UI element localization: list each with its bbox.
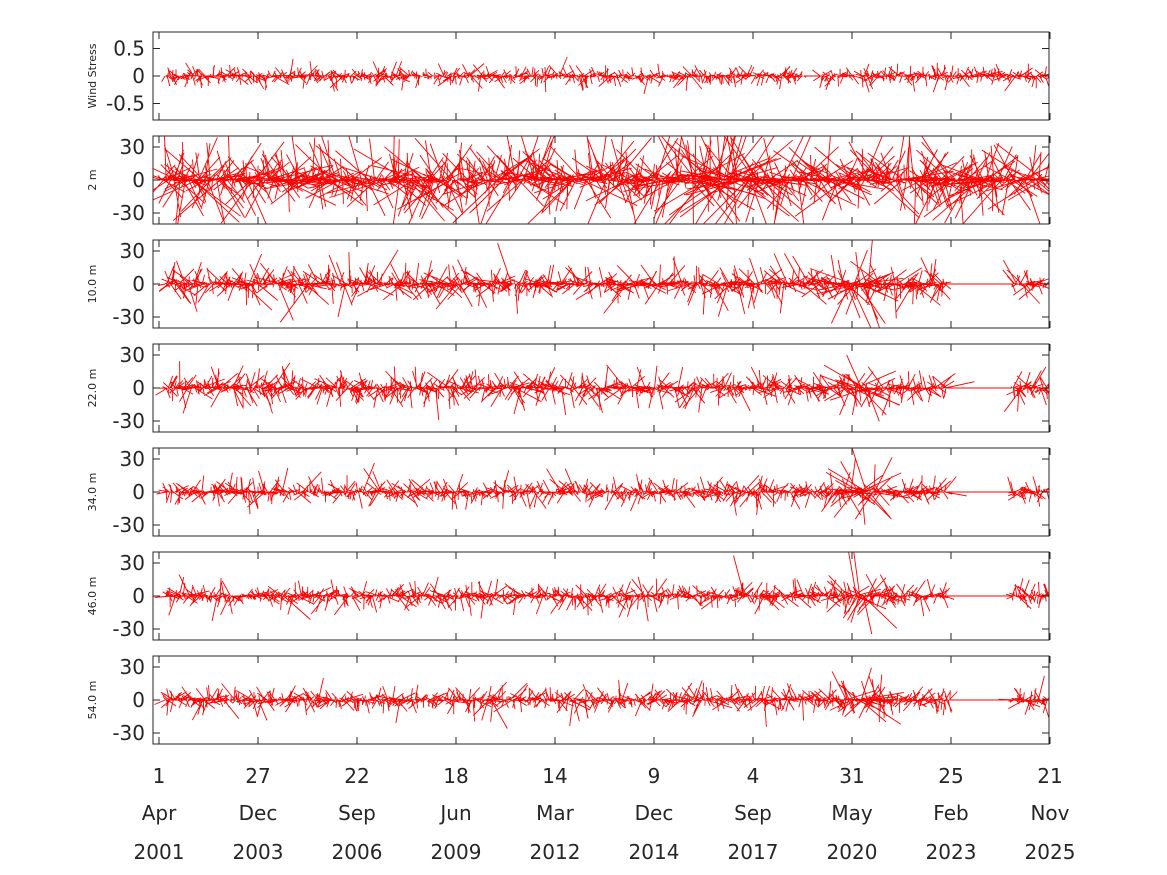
- y-tick-label: -30: [112, 721, 145, 745]
- y-tick-label: 0: [132, 584, 145, 608]
- x-tick-day-label: 4: [747, 764, 760, 788]
- stick-segment-2: [1002, 259, 1049, 304]
- stick-segment-1: [158, 240, 952, 328]
- x-tick-day-label: 1: [153, 764, 166, 788]
- x-tick-month-label: Apr: [142, 801, 177, 825]
- y-tick-label: -30: [112, 201, 145, 225]
- stick-segment-1: [156, 448, 967, 525]
- stick-segment-1: [161, 56, 807, 95]
- y-tick-label: -30: [112, 305, 145, 329]
- stick-segment-2: [1007, 476, 1049, 507]
- x-tick-day-label: 9: [648, 764, 661, 788]
- x-tick-day-label: 18: [443, 764, 468, 788]
- stick-segment-3: [853, 62, 1049, 93]
- x-tick-year-label: 2012: [530, 840, 581, 864]
- vector-sticks: [156, 448, 1049, 525]
- x-tick-day-label: 27: [245, 764, 270, 788]
- stick-segment-2: [1005, 578, 1049, 610]
- stick-segment-2: [812, 67, 868, 90]
- y-tick-label: -30: [112, 409, 145, 433]
- x-tick-year-label: 2025: [1025, 840, 1076, 864]
- x-tick-year-label: 2020: [827, 840, 878, 864]
- x-tick-month-label: Mar: [536, 801, 575, 825]
- y-tick-label: 30: [120, 239, 145, 263]
- panel-ylabel: 22.0 m: [86, 369, 99, 408]
- x-tick-month-label: Sep: [734, 801, 772, 825]
- x-tick-year-label: 2023: [926, 840, 977, 864]
- x-tick-day-label: 21: [1037, 764, 1062, 788]
- y-tick-label: 0: [132, 272, 145, 296]
- y-tick-label: 0: [132, 688, 145, 712]
- vector-sticks: [153, 136, 1049, 224]
- y-tick-label: 0: [132, 376, 145, 400]
- y-tick-label: 30: [120, 343, 145, 367]
- y-tick-label: -30: [112, 617, 145, 641]
- x-tick-month-label: Feb: [933, 801, 968, 825]
- y-tick-label: -30: [112, 513, 145, 537]
- panel-ylabel: Wind Stress: [86, 43, 99, 108]
- panel-7: 30 0 -30 54.0 m: [86, 655, 1051, 745]
- stick-segment-1: [154, 552, 955, 635]
- stick-segment-1: [154, 667, 958, 729]
- panel-1: 0.5 0 -0.5 Wind Stress: [86, 31, 1051, 121]
- y-tick-label: 0: [132, 480, 145, 504]
- y-tick-label: 30: [120, 551, 145, 575]
- x-tick-month-label: Dec: [239, 801, 278, 825]
- x-tick-day-label: 25: [938, 764, 963, 788]
- x-tick-month-label: Nov: [1030, 801, 1069, 825]
- x-tick-year-label: 2003: [233, 840, 284, 864]
- x-tick-year-label: 2014: [629, 840, 680, 864]
- x-tick-year-label: 2006: [332, 840, 383, 864]
- stick-segment-1: [153, 136, 1049, 224]
- panel-ylabel: 54.0 m: [86, 681, 99, 720]
- x-tick-year-label: 2001: [134, 840, 185, 864]
- x-tick-day-label: 31: [839, 764, 864, 788]
- vector-sticks: [154, 552, 1049, 635]
- panel-ylabel: 34.0 m: [86, 473, 99, 512]
- y-tick-label: 30: [120, 655, 145, 679]
- panels: 0.5 0 -0.5 Wind Stress 30 0 -30 2 m 30 0 -30 10.0 m…: [86, 31, 1051, 745]
- y-tick-label: 0: [132, 64, 145, 88]
- panel-ylabel: 10.0 m: [86, 265, 99, 304]
- x-tick-month-label: Jun: [438, 801, 471, 825]
- x-tick-year-label: 2009: [431, 840, 482, 864]
- panel-ylabel: 46.0 m: [86, 577, 99, 616]
- y-tick-label: 30: [120, 447, 145, 471]
- panel-6: 30 0 -30 46.0 m: [86, 551, 1051, 641]
- y-tick-label: -0.5: [106, 92, 145, 116]
- panel-ylabel: 2 m: [86, 169, 99, 190]
- vector-sticks: [161, 56, 1049, 95]
- x-tick-month-label: May: [831, 801, 873, 825]
- panel-2: 30 0 -30 2 m: [86, 135, 1051, 225]
- vector-sticks: [155, 354, 1049, 422]
- x-tick-day-label: 22: [344, 764, 369, 788]
- x-tick-year-label: 2017: [728, 840, 779, 864]
- y-tick-label: 0: [132, 168, 145, 192]
- y-tick-label: 30: [120, 135, 145, 159]
- x-tick-month-label: Dec: [635, 801, 674, 825]
- x-tick-month-label: Sep: [338, 801, 376, 825]
- panel-3: 30 0 -30 10.0 m: [86, 239, 1051, 329]
- y-tick-label: 0.5: [113, 37, 145, 61]
- panel-4: 30 0 -30 22.0 m: [86, 343, 1051, 433]
- x-tick-day-label: 14: [542, 764, 567, 788]
- vector-sticks: [158, 240, 1049, 328]
- stick-segment-1: [155, 354, 975, 422]
- panel-5: 30 0 -30 34.0 m: [86, 447, 1051, 537]
- date-axis: 1 Apr 2001 27 Dec 2003 22 Sep 2006 18 Jun 2009 14 Mar…: [134, 764, 1076, 864]
